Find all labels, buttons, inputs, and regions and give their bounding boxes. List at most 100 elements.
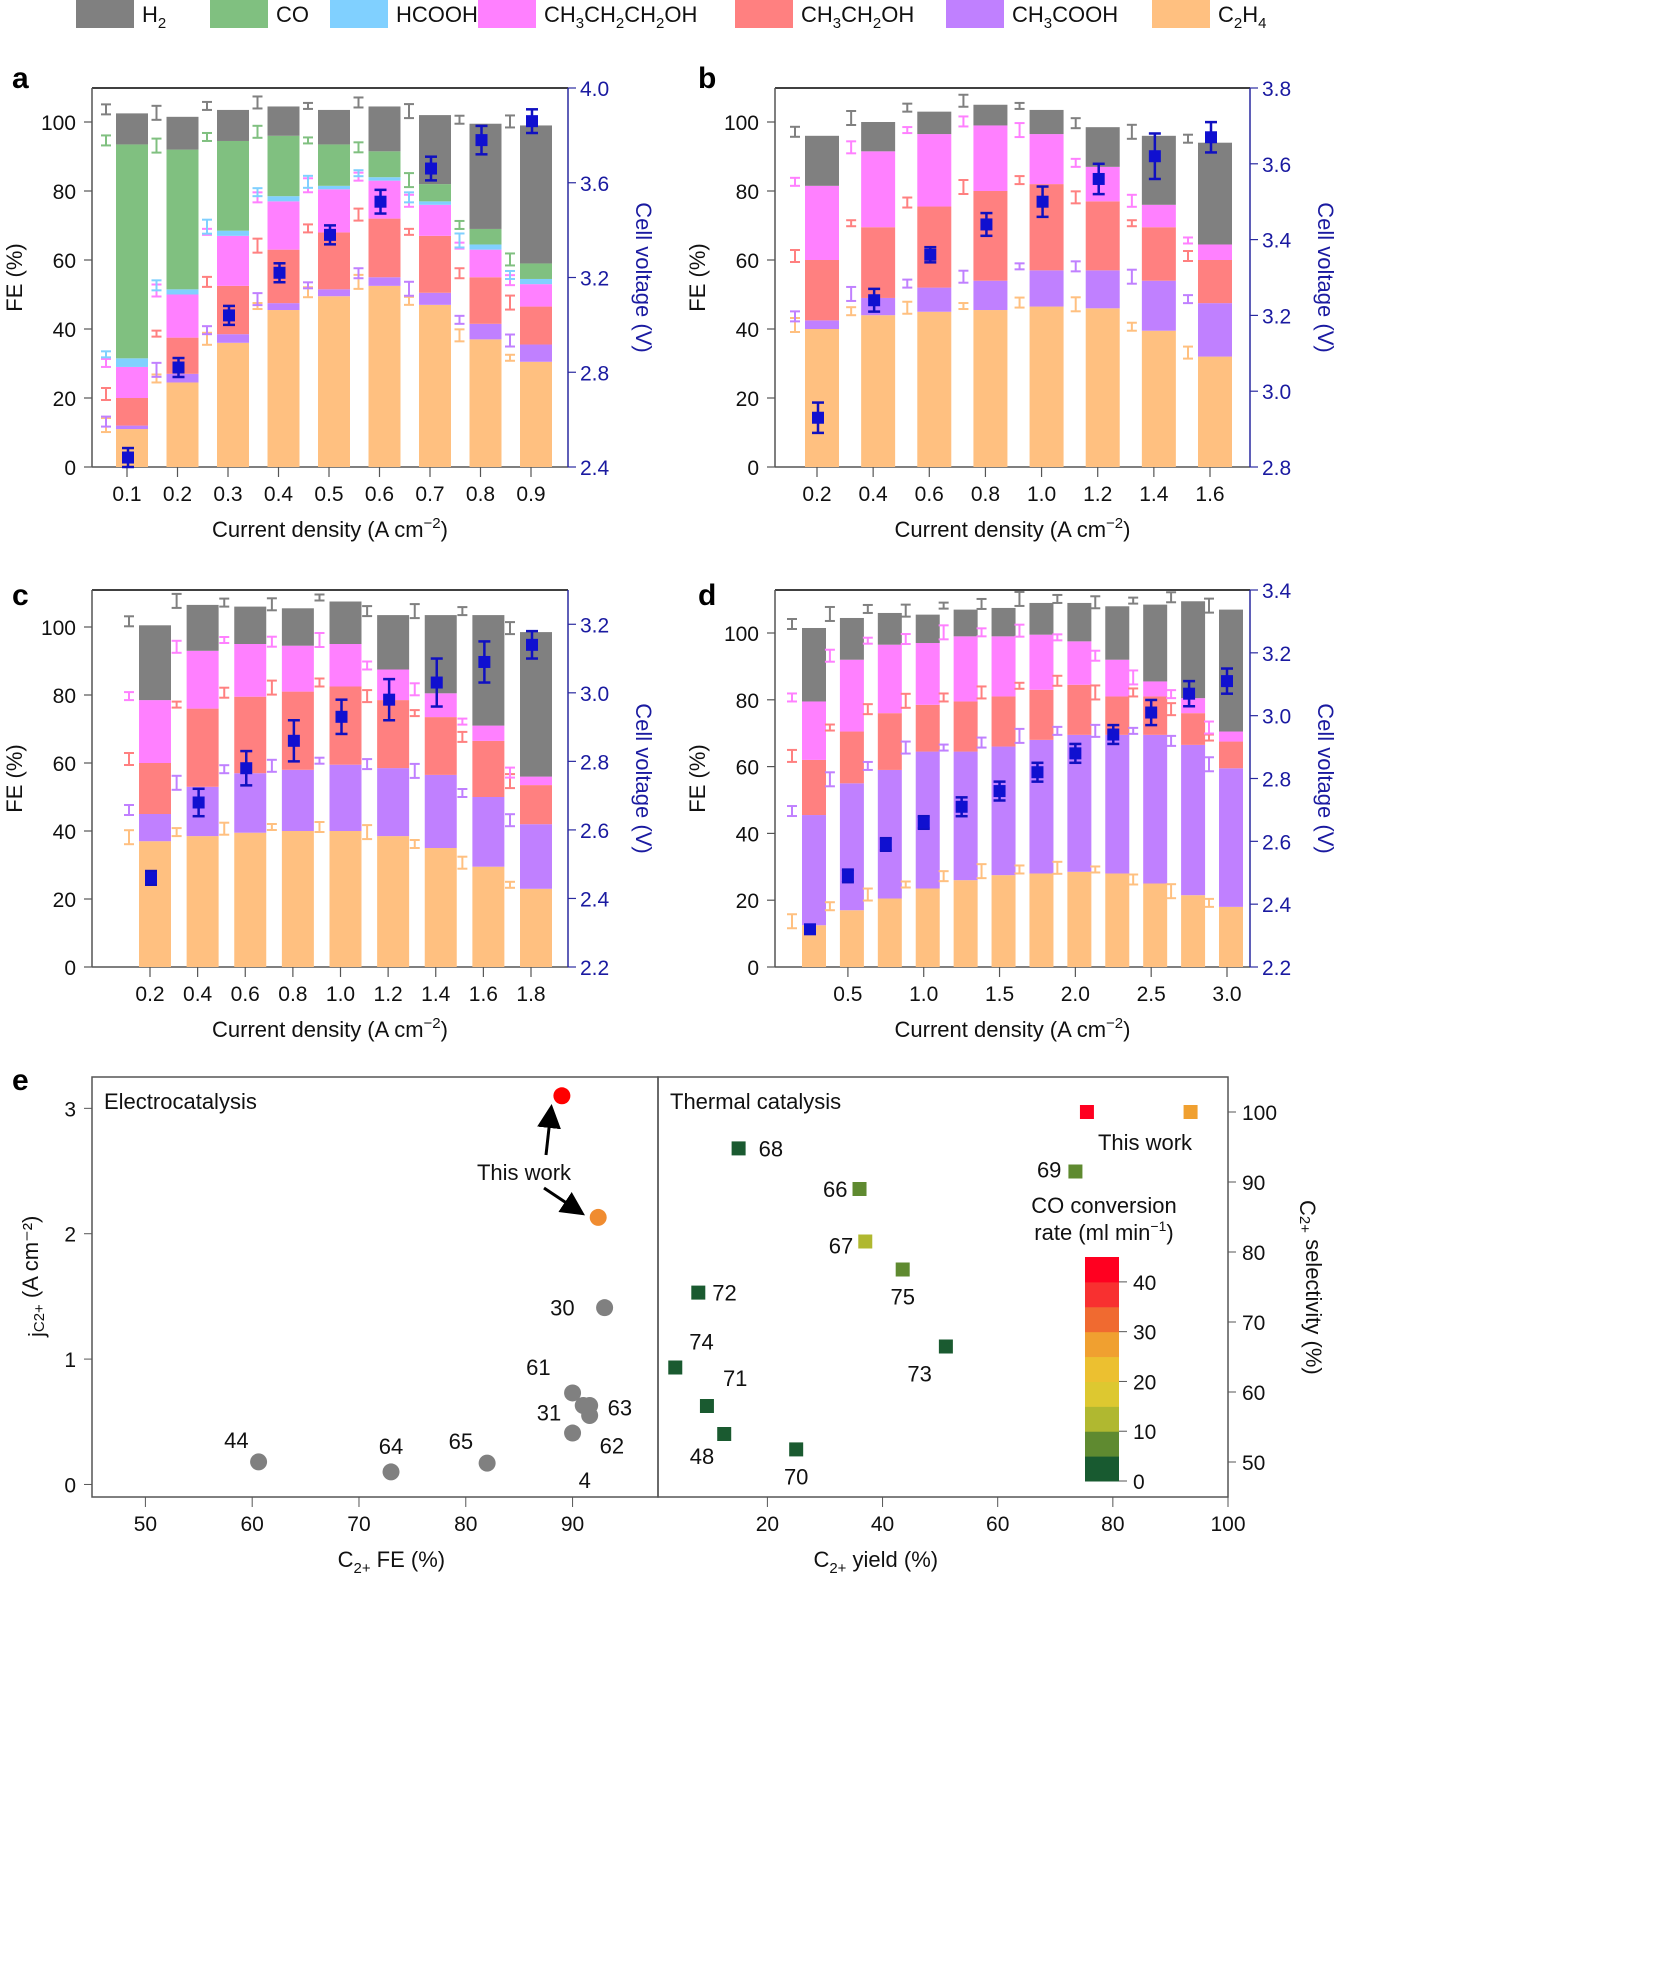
voltage-point [804, 923, 816, 936]
error-bar [202, 275, 212, 288]
x-tick-label: 0.2 [163, 483, 192, 506]
reference-point [858, 1234, 873, 1249]
error-bar [1204, 897, 1214, 908]
bar-segment-hcooh [217, 230, 249, 236]
error-bar [124, 615, 134, 628]
error-bar [846, 140, 857, 155]
error-bar [1166, 734, 1177, 747]
error-bar [151, 104, 162, 121]
legend-item-co: CO [210, 0, 309, 28]
error-bar [314, 756, 325, 765]
bar-segment-c2h4 [1085, 308, 1120, 467]
y-tick-label: 20 [736, 388, 759, 411]
bar-segment-h2 [377, 615, 410, 670]
error-bar [976, 597, 987, 610]
x-tick-label: 50 [134, 1513, 157, 1536]
legend-label: CH3​CH2​OH [801, 2, 914, 32]
x-tick-label: 0.4 [264, 483, 294, 506]
point-label: 63 [608, 1395, 632, 1420]
voltage-marker [868, 294, 881, 307]
bar-segment-ch3ch2ch2oh [1198, 244, 1232, 260]
bar-segment-ch3ch2oh [424, 717, 457, 775]
x-tick-label: 0.4 [183, 983, 213, 1006]
voltage-marker [192, 796, 205, 809]
bar-segment-ch3ch2oh [991, 696, 1016, 747]
x-tick-label: 60 [986, 1513, 1009, 1536]
bar-segment-ch3ch2ch2oh [186, 650, 219, 709]
bar-segment-ch3cooh [419, 292, 451, 305]
point-label: 69 [1037, 1158, 1061, 1183]
error-bar [1090, 649, 1101, 662]
error-bar [404, 103, 414, 120]
y2-tick-label: 80 [1242, 1242, 1265, 1265]
bar-segment-ch3cooh [424, 774, 457, 848]
x-tick-label: 0.1 [112, 483, 141, 506]
error-bar [1183, 294, 1193, 305]
error-bar [266, 635, 277, 648]
bar-segment-h2 [839, 617, 864, 660]
error-bar [787, 805, 797, 818]
x-tick-label: 80 [1101, 1513, 1124, 1536]
bar-segment-c2h4 [1067, 871, 1092, 967]
bar-segment-hcooh [116, 358, 148, 367]
legend-label: HCOOH [396, 2, 478, 27]
voltage-point [980, 211, 993, 238]
error-bar [787, 617, 797, 630]
point-label: 72 [712, 1281, 736, 1306]
reference-point [382, 1463, 400, 1481]
point-label: 68 [759, 1136, 783, 1161]
x-tick-label: 1.2 [1083, 483, 1112, 506]
voltage-marker [335, 710, 348, 723]
bar-segment-ch3ch2oh [368, 218, 401, 278]
voltage-point [1092, 162, 1105, 196]
bar-segment-ch3cooh [1141, 280, 1176, 331]
reference-point [789, 1442, 804, 1457]
bar-segment-h2 [186, 604, 219, 651]
error-bar [362, 758, 373, 771]
voltage-marker [425, 162, 437, 175]
y2-tick-label: 2.8 [1262, 769, 1291, 792]
reference-point [564, 1384, 582, 1402]
error-bar [902, 278, 913, 289]
error-bar [454, 328, 465, 343]
voltage-point [383, 677, 396, 722]
voltage-point [430, 657, 443, 708]
x-tick-label: 0.6 [231, 983, 260, 1006]
voltage-marker [145, 871, 157, 884]
bar-segment-h2 [1105, 606, 1130, 660]
legend-label: CO [276, 2, 309, 27]
point-label: 65 [449, 1429, 473, 1454]
error-bar [202, 325, 212, 336]
voltage-marker [287, 734, 300, 747]
voltage-marker [993, 785, 1006, 798]
legend-item-c2h4: C2​H4​ [1152, 0, 1266, 32]
x-tick-label: 0.2 [135, 983, 164, 1006]
error-bar [902, 126, 913, 135]
error-bar [1014, 623, 1025, 638]
bar-segment-h2 [973, 104, 1008, 126]
bar-segment-ch3ch2ch2oh [1219, 731, 1243, 742]
error-bar [787, 748, 797, 763]
bar-segment-ch3ch2oh [186, 708, 219, 787]
x-tick-label: 1.8 [516, 983, 545, 1006]
error-bar [314, 821, 325, 833]
error-bar [958, 93, 969, 108]
bar-segment-h2 [1141, 135, 1176, 205]
point-label: 73 [907, 1362, 931, 1387]
error-bar [457, 730, 468, 743]
bar-segment-h2 [1219, 609, 1243, 732]
bar-segment-ch3cooh [318, 289, 350, 297]
bar-segment-ch3ch2oh [1198, 260, 1232, 304]
bar-segment-ch3cooh [234, 773, 267, 833]
reference-point [731, 1141, 746, 1156]
error-bar [938, 743, 949, 752]
error-bar [1128, 687, 1139, 698]
bar-segment-ch3ch2ch2oh [915, 643, 940, 705]
bar-segment-ch3cooh [368, 277, 401, 286]
error-bar [787, 913, 797, 930]
bar-segment-ch3ch2oh [116, 398, 148, 426]
voltage-marker [1183, 687, 1196, 700]
bar-segment-ch3cooh [469, 323, 502, 340]
voltage-point [917, 814, 930, 831]
y2-tick-label: 2.2 [1262, 957, 1291, 980]
